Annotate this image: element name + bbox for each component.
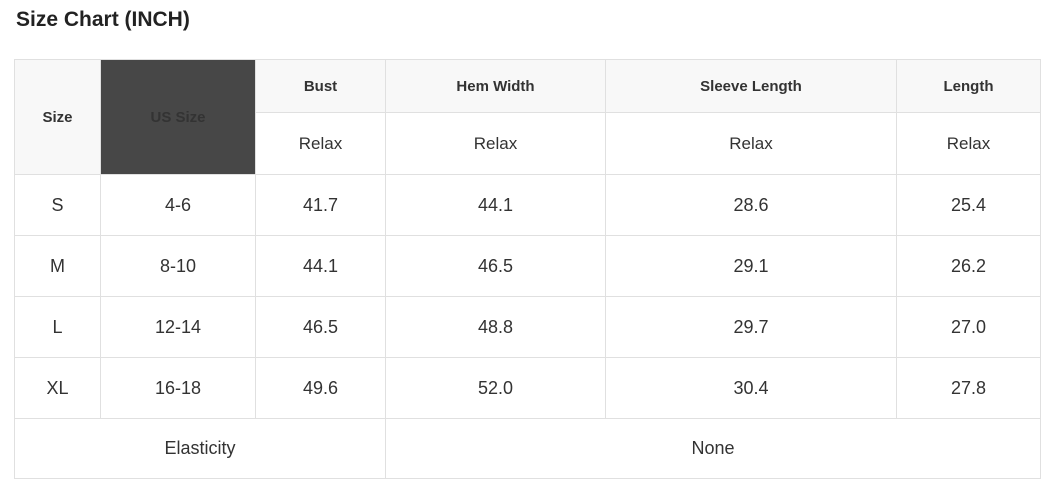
sleeve-length-cell: 29.7	[605, 296, 897, 358]
hem-width-cell: 52.0	[385, 357, 606, 419]
us-size-cell: 16-18	[100, 357, 256, 419]
elasticity-label-cell: Elasticity	[14, 418, 386, 479]
bust-cell: 41.7	[255, 174, 386, 236]
fit-cell-sleeve-length: Relax	[605, 112, 897, 175]
header-row: Size US Size Bust Hem Width Sleeve Lengt…	[14, 59, 1041, 175]
page-title: Size Chart (INCH)	[16, 8, 190, 31]
elasticity-value-cell: None	[385, 418, 1041, 479]
size-cell: S	[14, 174, 101, 236]
us-size-cell: 4-6	[100, 174, 256, 236]
column-header-bust: Bust	[255, 59, 386, 113]
hem-width-cell: 44.1	[385, 174, 606, 236]
column-header-size: Size	[14, 59, 101, 175]
column-header-us-size: US Size	[100, 59, 256, 175]
table-row-m: M 8-10 44.1 46.5 29.1 26.2	[14, 235, 1041, 297]
length-cell: 27.8	[896, 357, 1041, 419]
fit-cell-bust: Relax	[255, 112, 386, 175]
column-header-length: Length	[896, 59, 1041, 113]
column-header-sleeve-length: Sleeve Length	[605, 59, 897, 113]
fit-row: Relax Relax Relax Relax	[15, 112, 1041, 175]
sleeve-length-cell: 28.6	[605, 174, 897, 236]
bust-cell: 49.6	[255, 357, 386, 419]
hem-width-cell: 48.8	[385, 296, 606, 358]
size-cell: M	[14, 235, 101, 297]
hem-width-cell: 46.5	[385, 235, 606, 297]
fit-cell-length: Relax	[896, 112, 1041, 175]
sleeve-length-cell: 29.1	[605, 235, 897, 297]
column-header-hem-width: Hem Width	[385, 59, 606, 113]
table-row-xl: XL 16-18 49.6 52.0 30.4 27.8	[14, 357, 1041, 419]
length-cell: 27.0	[896, 296, 1041, 358]
size-chart-table: Size US Size Bust Hem Width Sleeve Lengt…	[14, 59, 1041, 479]
size-cell: XL	[14, 357, 101, 419]
bust-cell: 46.5	[255, 296, 386, 358]
length-cell: 26.2	[896, 235, 1041, 297]
length-cell: 25.4	[896, 174, 1041, 236]
table-row-s: S 4-6 41.7 44.1 28.6 25.4	[14, 174, 1041, 236]
table-row-l: L 12-14 46.5 48.8 29.7 27.0	[14, 296, 1041, 358]
elasticity-row: Elasticity None	[14, 418, 1041, 479]
sleeve-length-cell: 30.4	[605, 357, 897, 419]
us-size-cell: 12-14	[100, 296, 256, 358]
bust-cell: 44.1	[255, 235, 386, 297]
fit-cell-hem-width: Relax	[385, 112, 606, 175]
size-cell: L	[14, 296, 101, 358]
us-size-cell: 8-10	[100, 235, 256, 297]
